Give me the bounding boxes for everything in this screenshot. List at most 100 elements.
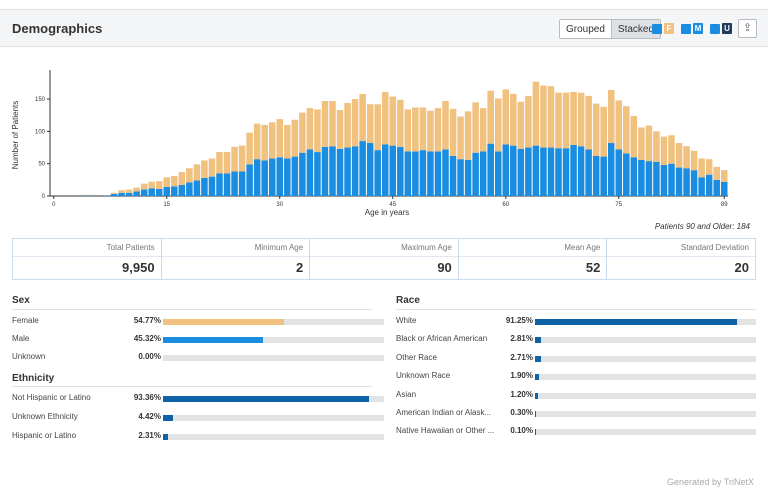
bar-f — [457, 116, 464, 160]
bar-m — [253, 159, 261, 196]
bar-f — [216, 152, 223, 174]
stat-divider — [607, 256, 755, 257]
bar-m — [103, 195, 110, 196]
bar-f — [389, 96, 397, 146]
bar-f — [479, 108, 487, 152]
progress-track — [535, 374, 756, 381]
bar-f — [397, 99, 404, 147]
bar-m — [555, 148, 562, 196]
item-percent: 0.00% — [138, 352, 161, 361]
bar-f — [472, 102, 479, 153]
bar-m — [201, 177, 208, 196]
legend-item-unknown[interactable]: U — [710, 23, 732, 34]
bar-f — [690, 150, 698, 171]
bar-m — [698, 177, 705, 196]
stacked-button[interactable]: Stacked — [610, 20, 661, 38]
bar-f — [434, 108, 442, 152]
stat-label: Minimum Age — [254, 243, 304, 252]
list-item: Asian 1.20% — [396, 390, 756, 402]
bar-f — [374, 104, 381, 151]
x-tick-label: 30 — [276, 202, 283, 208]
bar-m — [690, 170, 698, 196]
bar-f — [299, 112, 306, 153]
grouped-button[interactable]: Grouped — [560, 20, 611, 38]
progress-track — [163, 434, 384, 440]
legend-letter: F — [664, 23, 674, 34]
checkbox-icon[interactable] — [652, 23, 662, 34]
bar-f — [163, 177, 171, 187]
bar-m — [638, 159, 645, 196]
x-tick-label: 89 — [721, 202, 728, 208]
bar-m — [118, 192, 125, 196]
checkbox-icon[interactable] — [681, 23, 691, 34]
bar-f — [186, 168, 193, 183]
list-item: Hispanic or Latino 2.31% — [12, 431, 384, 443]
bar-m — [517, 148, 525, 196]
bar-f — [118, 190, 125, 193]
stat-value: 20 — [734, 260, 749, 275]
age-histogram-chart: 0 50 100 150 0 15 30 45 60 75 89 Age in years Number… — [11, 70, 728, 217]
legend-item-male[interactable]: M — [681, 23, 703, 34]
progress-track — [535, 355, 756, 362]
bar-f — [148, 181, 155, 189]
bar-m — [261, 160, 268, 196]
bar-m — [171, 186, 178, 196]
bar-m — [178, 185, 186, 196]
bar-f — [276, 119, 284, 158]
bar-f — [713, 166, 720, 180]
bar-f — [638, 127, 645, 160]
bar-m — [713, 179, 720, 196]
list-item: American Indian or Alask... 0.30% — [396, 408, 756, 420]
bar-m — [585, 149, 592, 196]
upload-icon[interactable]: ⇪ — [738, 19, 757, 38]
bar-m — [427, 151, 434, 196]
bar-f — [510, 93, 517, 146]
header-bar: Demographics Grouped Stacked F M U ⇪ — [0, 9, 768, 47]
stat-maximum-age: Maximum Age 90 — [310, 239, 459, 279]
progress-fill — [163, 337, 264, 343]
ethnicity-title: Ethnicity — [12, 373, 55, 384]
bar-f — [623, 106, 630, 154]
bar-m — [645, 161, 653, 196]
stat-minimum-age: Minimum Age 2 — [161, 239, 311, 279]
legend-item-female[interactable]: F — [652, 23, 674, 34]
bar-f — [525, 95, 532, 148]
bar-f — [246, 132, 253, 165]
stats-table: Total Patients 9,950 Minimum Age 2 Maxim… — [12, 238, 756, 280]
bar-m — [457, 159, 464, 196]
progress-fill — [163, 434, 169, 440]
progress-track — [163, 355, 384, 361]
checkbox-icon[interactable] — [710, 23, 720, 34]
stat-label: Mean Age — [564, 243, 601, 252]
bar-f — [231, 146, 238, 172]
page-title: Demographics — [12, 21, 103, 36]
bar-m — [291, 156, 299, 196]
progress-fill — [163, 319, 285, 325]
bar-f — [419, 107, 427, 151]
bar-m — [133, 191, 140, 196]
bar-m — [419, 150, 427, 196]
item-percent: 91.25% — [505, 316, 533, 325]
progress-fill — [535, 374, 540, 381]
bar-f — [344, 102, 351, 148]
bar-m — [487, 143, 494, 196]
bar-f — [366, 104, 374, 144]
bar-f — [291, 119, 299, 157]
bar-f — [540, 85, 547, 148]
bar-f — [412, 107, 419, 152]
list-item: Black or African American 2.81% — [396, 334, 756, 346]
bar-m — [359, 141, 366, 196]
bar-f — [577, 92, 585, 147]
bar-f — [705, 159, 713, 175]
bar-f — [683, 146, 690, 169]
progress-track — [535, 429, 756, 436]
bar-m — [705, 174, 713, 196]
bar-f — [306, 108, 314, 150]
bar-m — [163, 186, 171, 196]
bar-m — [660, 164, 668, 196]
item-percent: 0.10% — [510, 426, 533, 436]
bar-f — [238, 145, 246, 172]
bar-m — [366, 143, 374, 196]
legend-letter: U — [722, 23, 732, 34]
bar-m — [442, 149, 449, 196]
